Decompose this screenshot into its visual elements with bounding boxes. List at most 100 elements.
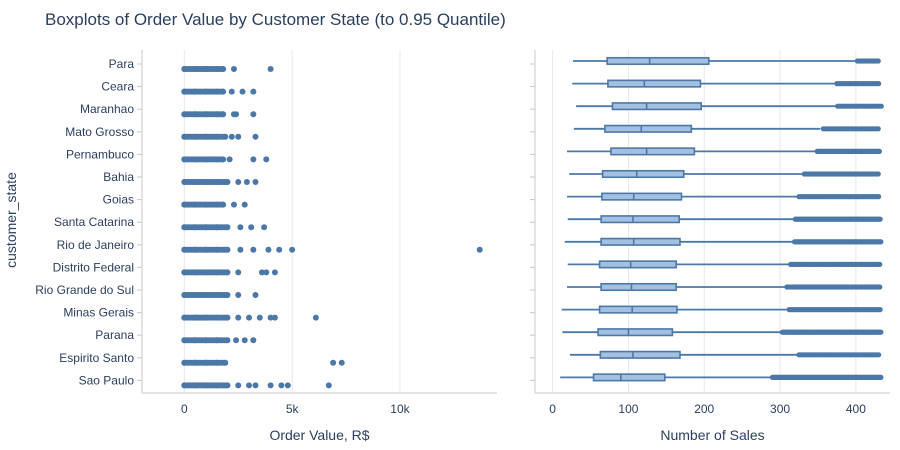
order-value-point [265, 246, 272, 253]
order-value-point [213, 201, 220, 208]
order-value-point [237, 224, 244, 231]
order-value-point [222, 359, 229, 366]
order-value-point [192, 292, 199, 298]
order-value-point [224, 382, 231, 389]
order-value-point [230, 66, 237, 72]
sales-box [600, 282, 677, 292]
order-value-point [235, 382, 242, 389]
order-value-point [220, 201, 227, 208]
outlier-point [878, 329, 884, 335]
order-value-point [202, 179, 209, 185]
outlier-point [877, 307, 883, 313]
y-category-label: Pernambuco [66, 147, 134, 161]
order-value-point [261, 224, 268, 231]
order-value-point [330, 359, 337, 366]
x-tick-label: 300 [770, 402, 790, 416]
order-value-point [250, 156, 257, 163]
order-value-point [233, 111, 240, 118]
y-category-label: Para [109, 57, 135, 71]
order-value-point [213, 66, 220, 72]
y-category-label: Ceara [101, 80, 134, 94]
order-value-point [181, 269, 188, 276]
outlier-point [875, 171, 881, 177]
y-category-label: Bahia [103, 170, 134, 184]
order-value-point [271, 269, 278, 276]
order-value-point [192, 224, 199, 231]
order-value-point [192, 314, 199, 321]
order-value-point [181, 156, 188, 163]
x-tick-label: 200 [694, 402, 714, 416]
order-value-point [213, 111, 220, 118]
x-tick-label: 10k [390, 402, 410, 416]
order-value-point [250, 111, 257, 118]
order-value-point [213, 88, 220, 95]
order-value-point [252, 179, 259, 185]
chart-title: Boxplots of Order Value by Customer Stat… [45, 10, 506, 29]
order-value-point [220, 88, 227, 95]
order-value-point [202, 359, 209, 366]
sales-box [606, 56, 710, 66]
order-value-point [202, 246, 209, 253]
order-value-point [267, 314, 274, 321]
order-value-point [202, 133, 209, 140]
order-value-point [202, 382, 209, 389]
x-tick-label: 400 [846, 402, 866, 416]
x-tick-label: 100 [618, 402, 638, 416]
order-value-point [252, 382, 259, 389]
order-value-point [220, 66, 227, 72]
order-value-point [181, 337, 188, 344]
order-value-point [202, 156, 209, 163]
outlier-point [875, 126, 881, 132]
sales-box [598, 260, 677, 269]
outlier-point [876, 148, 882, 154]
order-value-point [228, 133, 235, 140]
order-value-point [256, 314, 263, 321]
order-value-point [241, 201, 248, 208]
sales-box [599, 350, 681, 359]
outlier-point [876, 81, 882, 87]
y-category-label: Sao Paulo [79, 373, 135, 387]
order-value-point [224, 269, 231, 276]
order-value-point [213, 359, 220, 366]
order-value-point [230, 201, 237, 208]
y-category-label: Rio de Janeiro [57, 238, 135, 252]
order-value-point [338, 359, 345, 366]
order-value-point [202, 111, 209, 118]
order-value-point [224, 179, 231, 185]
order-value-point [192, 269, 199, 276]
order-value-point [325, 382, 332, 389]
order-value-point [250, 337, 257, 344]
sales-box [600, 215, 681, 224]
order-value-point [181, 88, 188, 95]
order-value-point [202, 88, 209, 95]
y-category-label: Goias [103, 193, 134, 207]
order-value-point [246, 382, 253, 389]
order-value-point [220, 156, 227, 163]
sales-box [598, 305, 678, 314]
order-value-point [224, 246, 231, 253]
order-value-point [213, 382, 220, 389]
order-value-point [181, 292, 188, 298]
outlier-point [876, 194, 882, 200]
order-value-point [181, 133, 188, 140]
order-value-point [192, 382, 199, 389]
order-value-point [222, 133, 229, 140]
order-value-point [233, 337, 240, 344]
order-value-point [192, 246, 199, 253]
order-value-point [226, 156, 233, 163]
order-value-point [213, 156, 220, 163]
order-value-point [181, 359, 188, 366]
order-value-point [258, 269, 265, 276]
order-value-point [476, 246, 483, 253]
y-category-label: Distrito Federal [53, 260, 134, 274]
x-tick-label: 5k [286, 402, 300, 416]
order-value-point [276, 246, 283, 253]
order-value-point [192, 133, 199, 140]
outlier-point [877, 261, 883, 267]
order-value-point [250, 88, 257, 95]
order-value-point [213, 179, 220, 185]
order-value-point [248, 224, 255, 231]
order-value-point [220, 111, 227, 118]
order-value-point [241, 337, 248, 344]
